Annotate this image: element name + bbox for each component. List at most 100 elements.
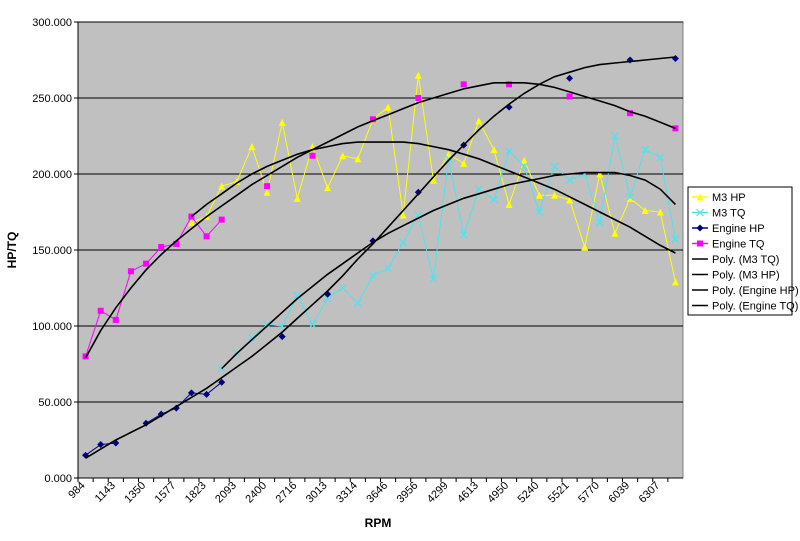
- legend-marker: [697, 240, 703, 247]
- y-tick-label: 150.000: [32, 245, 72, 257]
- data-point: [671, 278, 679, 286]
- y-axis-title: HP/TQ: [5, 232, 19, 269]
- data-point: [218, 182, 226, 190]
- x-tick-label: 1823: [183, 480, 209, 506]
- data-point: [127, 268, 134, 275]
- data-point: [460, 159, 468, 167]
- x-tick-label: 3013: [304, 480, 330, 506]
- data-point: [384, 103, 392, 111]
- data-point: [97, 307, 104, 314]
- x-tick-label: 1143: [93, 480, 118, 505]
- y-tick-label: 50.000: [38, 397, 72, 409]
- data-point: [459, 230, 468, 239]
- data-point: [187, 389, 195, 397]
- legend-marker: [696, 193, 704, 201]
- data-point: [535, 191, 543, 199]
- data-point: [490, 146, 498, 154]
- trendline: [84, 82, 676, 359]
- x-tick-label: 5240: [516, 480, 542, 506]
- data-point: [278, 118, 286, 126]
- data-point: [233, 178, 241, 186]
- trendline: [221, 171, 676, 370]
- legend-marker: [696, 224, 704, 232]
- y-tick-label: 250.000: [32, 93, 72, 105]
- x-axis-title: RPM: [365, 516, 392, 530]
- x-tick-label: 5770: [576, 480, 602, 506]
- data-point: [505, 147, 513, 156]
- x-tick-label: 1350: [122, 480, 148, 506]
- data-point: [505, 200, 513, 208]
- data-point: [248, 334, 256, 343]
- data-point: [414, 188, 422, 196]
- x-tick-label: 4613: [455, 480, 481, 506]
- data-point: [158, 243, 165, 250]
- data-point: [656, 153, 665, 162]
- data-point: [278, 333, 286, 341]
- x-tick-label: 2716: [274, 480, 300, 506]
- legend-label: Poly. (Engine HP): [712, 285, 799, 297]
- data-point: [490, 195, 498, 204]
- data-point: [263, 320, 271, 329]
- data-point: [581, 243, 589, 251]
- data-point: [218, 216, 225, 223]
- data-point: [369, 116, 376, 123]
- x-tick-label: 3646: [364, 480, 390, 506]
- trendline: [85, 56, 676, 459]
- data-point: [641, 206, 649, 214]
- data-point: [550, 162, 559, 171]
- data-point: [475, 117, 483, 125]
- data-point: [218, 378, 226, 386]
- data-point: [354, 155, 362, 163]
- x-tick-label: 2093: [213, 480, 239, 506]
- data-point: [97, 441, 105, 449]
- y-tick-label: 100.000: [32, 321, 72, 333]
- legend-box: [687, 186, 793, 316]
- data-point: [580, 170, 589, 178]
- data-point: [566, 74, 574, 82]
- legend-label: Poly. (M3 TQ): [712, 254, 779, 266]
- data-point: [112, 316, 119, 323]
- data-point: [429, 176, 437, 184]
- data-point: [338, 284, 347, 292]
- data-point: [293, 194, 301, 202]
- data-point: [415, 95, 422, 101]
- data-point: [203, 233, 210, 240]
- data-point: [444, 154, 453, 163]
- data-point: [308, 320, 317, 329]
- data-point: [595, 218, 604, 227]
- data-point: [596, 170, 604, 178]
- data-point: [414, 71, 422, 79]
- data-point: [566, 196, 574, 204]
- legend-label: Engine TQ: [712, 239, 765, 251]
- data-point: [445, 150, 453, 158]
- data-point: [566, 93, 573, 100]
- data-point: [278, 322, 287, 330]
- data-point: [611, 229, 619, 237]
- data-point: [474, 185, 483, 194]
- data-point: [672, 125, 679, 132]
- data-point: [671, 235, 680, 244]
- legend-marker: [696, 208, 704, 217]
- data-point: [339, 152, 347, 160]
- data-point: [535, 208, 544, 216]
- data-point: [187, 219, 195, 227]
- x-tick-label: 4299: [425, 480, 451, 506]
- data-point: [353, 299, 362, 308]
- data-point: [203, 390, 211, 398]
- data-point: [399, 238, 408, 247]
- data-point: [460, 81, 467, 88]
- data-point: [323, 294, 332, 303]
- data-point: [173, 240, 180, 247]
- legend-label: M3 HP: [712, 192, 746, 204]
- data-point: [399, 211, 407, 219]
- data-point: [309, 152, 316, 159]
- data-point: [627, 110, 634, 117]
- legend: M3 HP M3 TQ Engine HP Engine TQ Poly. (M3 TQ…: [687, 186, 799, 316]
- data-point: [429, 274, 438, 283]
- data-point: [264, 183, 271, 190]
- x-tick-label: 3314: [334, 480, 360, 506]
- data-point: [293, 291, 302, 300]
- data-point: [506, 81, 513, 88]
- x-tick-label: 1577: [153, 480, 179, 506]
